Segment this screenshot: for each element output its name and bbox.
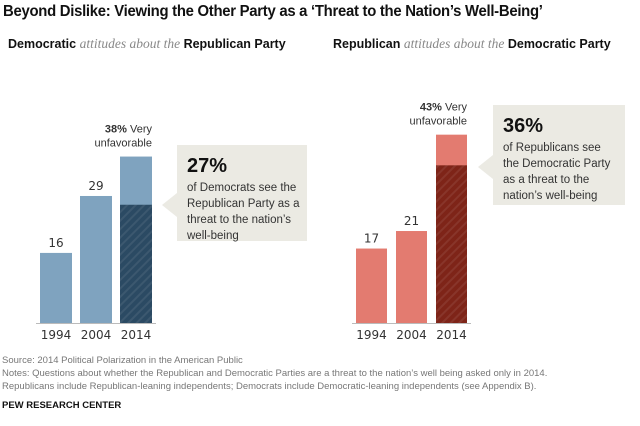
pew-logo-text: PEW RESEARCH CENTER bbox=[2, 400, 122, 411]
notes-line-1: Notes: Questions about whether the Repub… bbox=[2, 368, 548, 379]
very-unfavorable-label: 38% Very bbox=[105, 124, 153, 136]
x-tick-label: 2014 bbox=[121, 328, 152, 342]
subtitle-group: Democratic bbox=[8, 37, 77, 51]
x-tick-label: 1994 bbox=[41, 328, 72, 342]
bar-2004 bbox=[396, 231, 427, 323]
data-label: 21 bbox=[404, 214, 419, 228]
notes-line-2: Republicans include Republican-leaning i… bbox=[2, 381, 537, 392]
x-tick-label: 2004 bbox=[81, 328, 112, 342]
callout-text: as a threat to the bbox=[503, 174, 589, 186]
bar-1994 bbox=[40, 252, 72, 323]
very-unfavorable-label-2: unfavorable bbox=[410, 116, 468, 128]
subtitle-mid: attitudes about the bbox=[79, 36, 181, 51]
callout-percent: 27% bbox=[187, 155, 227, 177]
callout-arrow bbox=[162, 193, 177, 217]
callout-text: well-being bbox=[186, 230, 239, 242]
very-unfavorable-label-2: unfavorable bbox=[95, 138, 153, 150]
data-label: 17 bbox=[364, 232, 379, 246]
x-tick-label: 2004 bbox=[396, 328, 427, 342]
callout-box bbox=[177, 145, 307, 241]
threat-hatch bbox=[120, 204, 152, 323]
subtitle-group: Republican bbox=[333, 37, 401, 51]
callout-percent: 36% bbox=[503, 115, 543, 137]
callout-text: of Republicans see bbox=[503, 142, 601, 154]
callout-box bbox=[493, 105, 625, 205]
very-unfavorable-label: 43% Very bbox=[420, 102, 468, 114]
left-subtitle: Democratic attitudes about the Republica… bbox=[8, 36, 286, 52]
callout-text: Republican Party as a bbox=[187, 198, 300, 210]
chart-title: Beyond Dislike: Viewing the Other Party … bbox=[3, 3, 543, 20]
bar-2004 bbox=[80, 195, 112, 323]
subtitle-mid: attitudes about the bbox=[403, 36, 505, 51]
callout-text: of Democrats see the bbox=[187, 182, 296, 194]
data-label: 29 bbox=[88, 179, 103, 193]
bar-1994 bbox=[356, 248, 387, 323]
data-label: 16 bbox=[48, 236, 63, 250]
callout-arrow bbox=[478, 155, 493, 179]
threat-hatch bbox=[436, 165, 467, 323]
callout-text: nation’s well-being bbox=[503, 190, 597, 202]
x-tick-label: 2014 bbox=[436, 328, 467, 342]
callout-text: the Democratic Party bbox=[503, 158, 611, 170]
right-subtitle: Republican attitudes about the Democrati… bbox=[333, 36, 611, 52]
source-note: Source: 2014 Political Polarization in t… bbox=[2, 355, 243, 366]
subtitle-target: Republican Party bbox=[183, 37, 286, 51]
subtitle-target: Democratic Party bbox=[507, 37, 611, 51]
callout-text: threat to the nation’s bbox=[187, 214, 291, 226]
x-tick-label: 1994 bbox=[356, 328, 387, 342]
